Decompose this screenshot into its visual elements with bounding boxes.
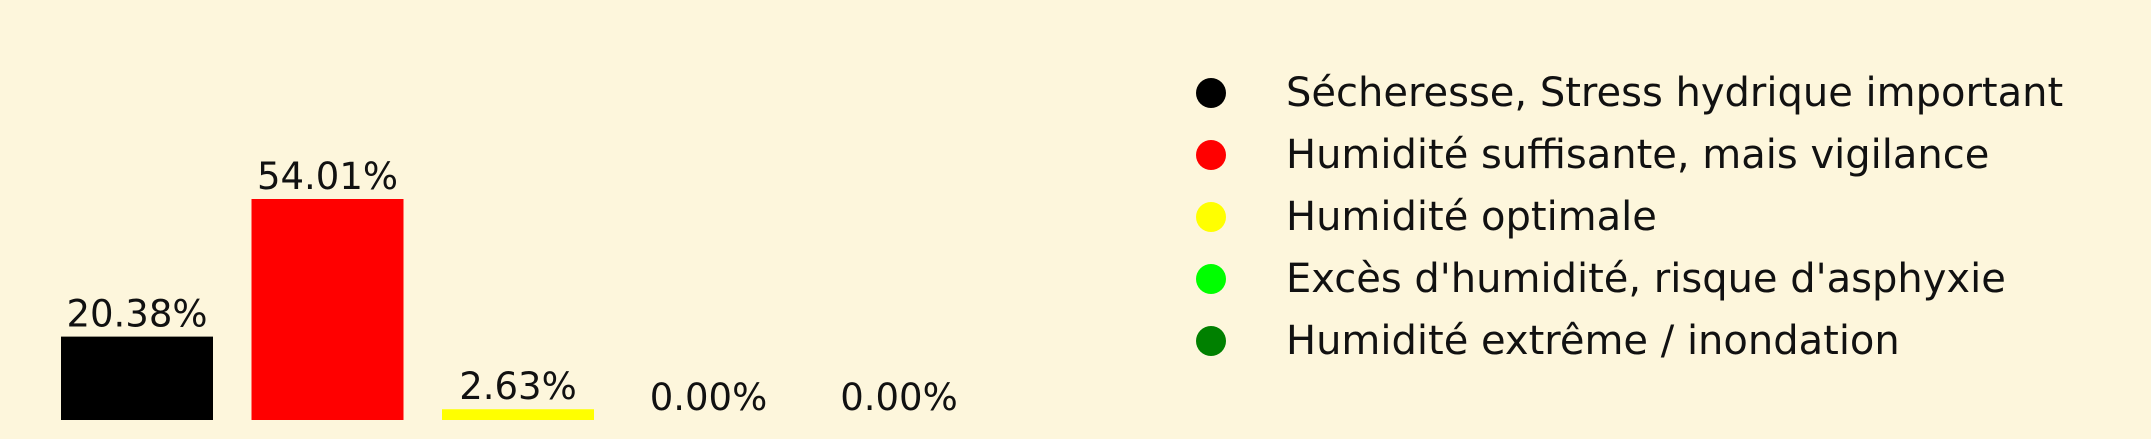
legend-label: Humidité extrême / inondation xyxy=(1286,318,1900,364)
bar-value-label: 20.38% xyxy=(66,293,207,336)
legend-label: Humidité optimale xyxy=(1286,194,1657,240)
bar-3 xyxy=(442,409,594,420)
legend-label: Humidité suffisante, mais vigilance xyxy=(1286,132,1989,178)
legend-marker xyxy=(1196,202,1226,232)
bar-value-label: 2.63% xyxy=(459,365,577,408)
bar-value-label: 54.01% xyxy=(257,155,398,198)
legend-marker xyxy=(1196,264,1226,294)
bar-2 xyxy=(251,199,404,420)
legend-label: Sécheresse, Stress hydrique important xyxy=(1286,70,2063,116)
legend-marker xyxy=(1196,78,1226,108)
bar-value-label: 0.00% xyxy=(650,376,768,419)
legend-marker xyxy=(1196,326,1226,356)
bars-layer: 20.38% 54.01% 2.63% 0.00% 0.00% xyxy=(61,155,958,420)
bar-value-label: 0.00% xyxy=(840,376,958,419)
legend-marker xyxy=(1196,140,1226,170)
bar-1 xyxy=(61,336,213,420)
legend-label: Excès d'humidité, risque d'asphyxie xyxy=(1286,256,2006,302)
legend: Sécheresse, Stress hydrique important Hum… xyxy=(1196,70,2063,364)
